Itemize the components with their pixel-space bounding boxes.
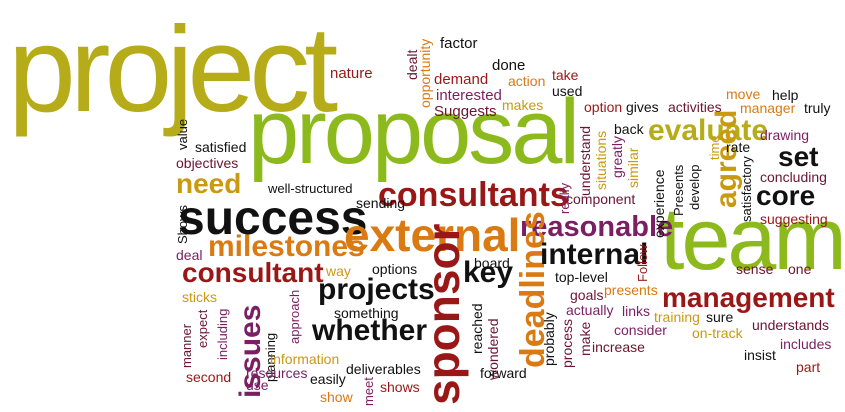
word-information: information (270, 351, 340, 367)
word-consultants: consultants (378, 176, 569, 214)
word-nature: nature (330, 65, 373, 82)
word-time: time (707, 135, 722, 160)
word-key: key (463, 256, 514, 289)
word-interested: interested (436, 87, 502, 104)
word-consultant: consultant (182, 257, 324, 288)
word-presents-vertical: Presents (671, 164, 686, 216)
word-follow: Follow (635, 244, 650, 282)
word-team: team (660, 189, 845, 288)
word-project: project (8, 1, 338, 137)
word-drawing: drawing (760, 127, 810, 143)
word-understands: understands (752, 317, 830, 333)
word-develop: develop (687, 164, 702, 210)
word-use: use (246, 377, 269, 393)
word-take: take (552, 67, 579, 83)
word-way: way (326, 263, 351, 279)
word-presents: presents (604, 282, 658, 298)
word-resources: resources (246, 365, 308, 381)
word-objectives: objectives (176, 155, 239, 171)
word-success: success (178, 192, 368, 245)
word-shows-vertical: Shows (175, 204, 190, 244)
word-process: process (559, 318, 575, 368)
word-show: show (320, 389, 353, 405)
word-done: done (492, 57, 526, 74)
word-well-structured: well-structured (268, 181, 353, 196)
word-top-level: top-level (555, 269, 608, 285)
word-milestones: milestones (208, 230, 365, 263)
word-factor: factor (440, 35, 478, 52)
word-used: used (552, 83, 583, 99)
word-demand: demand (434, 71, 489, 88)
word-proposal: proposal (248, 81, 580, 183)
word-reasonable: reasonable (520, 211, 674, 243)
word-makes: makes (502, 97, 544, 113)
word-external: external (344, 209, 521, 261)
word-action: action (508, 73, 546, 89)
word-options: options (372, 261, 418, 277)
word-consider: consider (614, 322, 667, 338)
word-experience: experience (651, 169, 667, 239)
word-easily: easily (310, 371, 346, 387)
word-truly: truly (804, 100, 831, 116)
word-something: something (334, 305, 399, 321)
word-manager: manager (740, 100, 796, 116)
word-sense: sense (736, 261, 774, 277)
word-situations: situations (593, 130, 609, 190)
word-deliverables: deliverables (346, 361, 421, 377)
word-gives: gives (626, 99, 659, 115)
word-training: training (654, 309, 700, 325)
word-part: part (796, 359, 821, 375)
word-activities: activities (668, 99, 722, 115)
word-actually: actually (566, 302, 614, 318)
word-help: help (772, 87, 799, 103)
word-forward: forward (480, 365, 527, 381)
word-probably: probably (541, 312, 557, 366)
word-approach: approach (287, 289, 302, 344)
word-internal: internal (540, 238, 649, 271)
word-whether: whether (312, 314, 428, 347)
word-sure: sure (706, 309, 734, 325)
word-on-track: on-track (692, 325, 743, 341)
word-board: board (474, 255, 510, 271)
word-sticks: sticks (182, 289, 217, 305)
word-evaluate: evaluate (648, 114, 769, 147)
word-greatly: greatly (609, 135, 625, 178)
word-satisfactory: satisfactory (739, 156, 754, 222)
word-suggesting: suggesting (760, 211, 828, 227)
word-back: back (614, 121, 644, 137)
word-second: second (186, 369, 232, 385)
word-set: set (778, 141, 819, 172)
word-management: management (662, 282, 835, 313)
word-reached: reached (469, 303, 485, 354)
word-manner: manner (179, 323, 194, 368)
word-one: one (788, 261, 812, 277)
word-increase: increase (592, 339, 645, 355)
word-core: core (756, 180, 816, 211)
word-option: option (584, 99, 623, 115)
word-make: make (577, 321, 593, 356)
word-expect: expect (195, 309, 210, 348)
word-sending: sending (356, 195, 406, 211)
word-concluding: concluding (760, 169, 827, 185)
word-includes: includes (780, 336, 832, 352)
word-insist: insist (744, 347, 776, 363)
word-links: links (622, 303, 651, 319)
word-understand: understand (577, 125, 593, 196)
word-satisfied: satisfied (195, 139, 247, 155)
word-value: value (175, 118, 190, 150)
word-opportunity: opportunity (417, 38, 433, 108)
word-meet: meet (361, 377, 376, 406)
word-rate: rate (726, 139, 751, 155)
word-move: move (726, 86, 761, 102)
word-suggests: Suggests (434, 103, 497, 120)
word-similar: similar (625, 147, 641, 188)
word-need: need (176, 168, 242, 199)
word-deal: deal (176, 247, 203, 263)
word-component: component (566, 191, 636, 207)
word-goals: goals (570, 287, 604, 303)
word-shows: shows (380, 379, 420, 395)
word-projects: projects (318, 273, 435, 306)
word-including: including (215, 308, 230, 360)
